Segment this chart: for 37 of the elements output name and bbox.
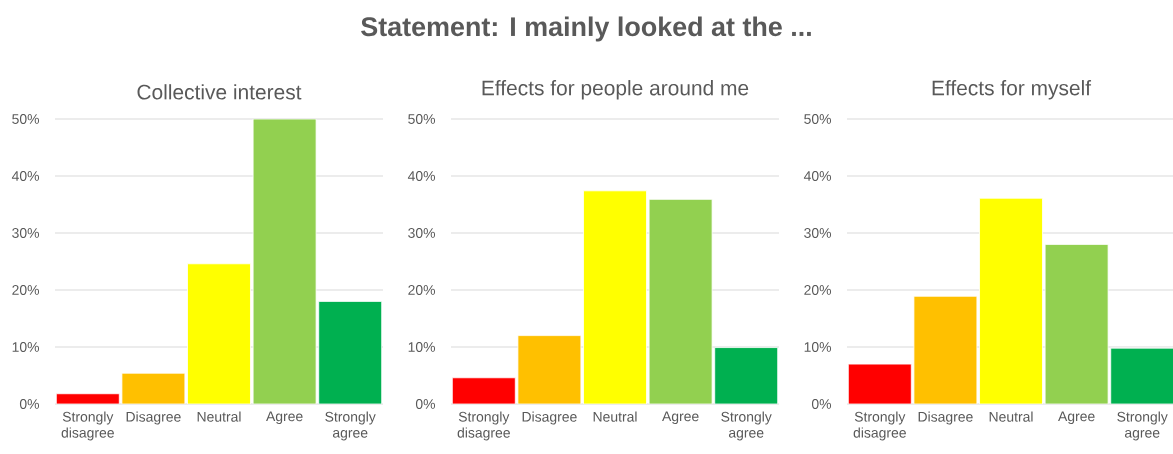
chart-title: Collective interest: [137, 84, 302, 100]
chart-title: Effects for myself: [932, 80, 1092, 100]
y-tick-label: 0%: [415, 399, 436, 409]
x-tick-label: Strongly disagree: [457, 411, 510, 441]
y-tick-label: 10%: [12, 342, 40, 352]
x-tick-label: Strongly agree: [1117, 411, 1168, 441]
y-tick-label: 40%: [803, 171, 832, 181]
y-tick-label: 0%: [19, 399, 40, 409]
y-tick-label: 50%: [804, 114, 832, 124]
x-tick-label: Agree: [662, 411, 699, 424]
chart-title: Effects for people around me: [482, 80, 749, 100]
x-tick-label: Strongly disagree: [853, 411, 906, 441]
y-tick-label: 20%: [804, 285, 832, 295]
x-tick-label: Strongly agree: [721, 411, 772, 441]
y-tick-label: 50%: [408, 114, 436, 124]
x-tick-label: Disagree: [918, 411, 973, 425]
text: Statement: I mainly looked at the ...: [361, 16, 811, 42]
x-tick-label: Neutral: [197, 411, 241, 422]
y-tick-label: 20%: [408, 285, 436, 295]
x-tick-label: Disagree: [126, 411, 181, 425]
x-tick-label: Agree: [1058, 411, 1095, 424]
y-tick-label: 40%: [11, 171, 40, 181]
x-tick-label: Strongly agree: [325, 411, 376, 441]
x-tick-label: Agree: [266, 411, 303, 424]
y-tick-label: 30%: [408, 228, 436, 238]
x-tick-label: Strongly disagree: [61, 411, 114, 441]
y-tick-label: 10%: [804, 342, 832, 352]
y-tick-label: 50%: [12, 114, 40, 124]
y-tick-label: 30%: [804, 228, 832, 238]
x-tick-label: Neutral: [989, 411, 1033, 422]
y-tick-label: 40%: [407, 171, 436, 181]
x-tick-label: Disagree: [522, 411, 577, 425]
y-tick-label: 20%: [12, 285, 40, 295]
x-tick-label: Neutral: [593, 411, 637, 422]
y-tick-label: 10%: [408, 342, 436, 352]
y-tick-label: 0%: [811, 399, 832, 409]
y-tick-label: 30%: [12, 228, 40, 238]
